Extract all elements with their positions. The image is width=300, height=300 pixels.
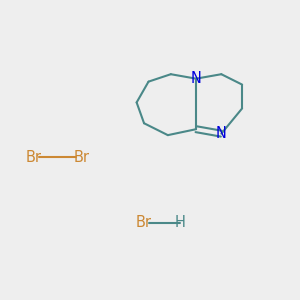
Text: N: N	[216, 126, 227, 141]
Text: Br: Br	[26, 150, 42, 165]
Text: Br: Br	[74, 150, 90, 165]
Text: N: N	[190, 71, 202, 86]
Text: H: H	[174, 215, 185, 230]
Text: Br: Br	[136, 215, 152, 230]
